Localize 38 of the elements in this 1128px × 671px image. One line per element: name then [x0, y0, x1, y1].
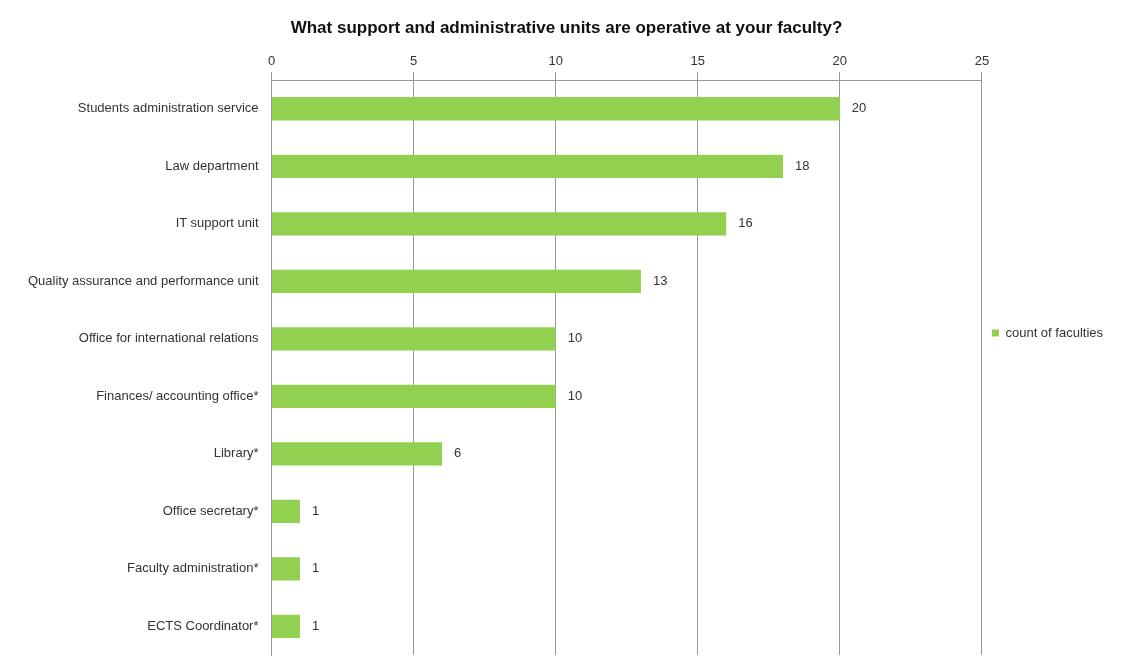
bar: [272, 327, 556, 351]
y-tick-label: IT support unit: [175, 215, 259, 231]
bar: [272, 614, 300, 639]
y-tick-label: Finances/ accounting office*: [96, 387, 259, 403]
y-tick-label: Library*: [213, 445, 259, 461]
x-tick-label: 20: [832, 52, 848, 68]
x-tick-label: 10: [548, 52, 563, 68]
bar: [272, 154, 784, 178]
x-tick-label: 0: [267, 52, 276, 68]
y-tick-label: ECTS Coordinator*: [147, 618, 259, 634]
data-label: 10: [567, 330, 583, 346]
data-label: 16: [738, 215, 753, 231]
bar: [272, 442, 443, 466]
data-label: 1: [311, 618, 320, 634]
bar: [272, 212, 727, 236]
bar: [272, 269, 641, 293]
x-tick-label: 15: [690, 52, 706, 68]
y-tick-label: Quality assurance and performance unit: [28, 272, 259, 288]
legend-label: count of faculties: [1005, 324, 1104, 340]
data-label: 13: [652, 272, 668, 288]
bar: [272, 499, 300, 524]
data-label: 6: [454, 445, 462, 461]
bar: [272, 97, 840, 121]
x-tick-label: 25: [974, 52, 990, 68]
chart-title: What support and administrative units are operative at your faculty?: [290, 17, 843, 37]
y-tick-label: Students administration service: [77, 100, 259, 116]
bar: [272, 557, 300, 581]
y-tick-label: Office for international relations: [78, 330, 259, 346]
y-tick-label: Office secretary*: [162, 502, 259, 518]
y-tick-label: Faculty administration*: [127, 560, 259, 576]
data-label: 10: [567, 387, 583, 403]
data-label: 1: [311, 502, 320, 518]
data-label: 1: [311, 560, 320, 576]
y-tick-label: Law department: [165, 157, 259, 173]
bar: [272, 384, 556, 409]
x-tick-label: 5: [409, 52, 418, 68]
data-label: 20: [851, 100, 867, 116]
data-label: 18: [795, 157, 810, 173]
